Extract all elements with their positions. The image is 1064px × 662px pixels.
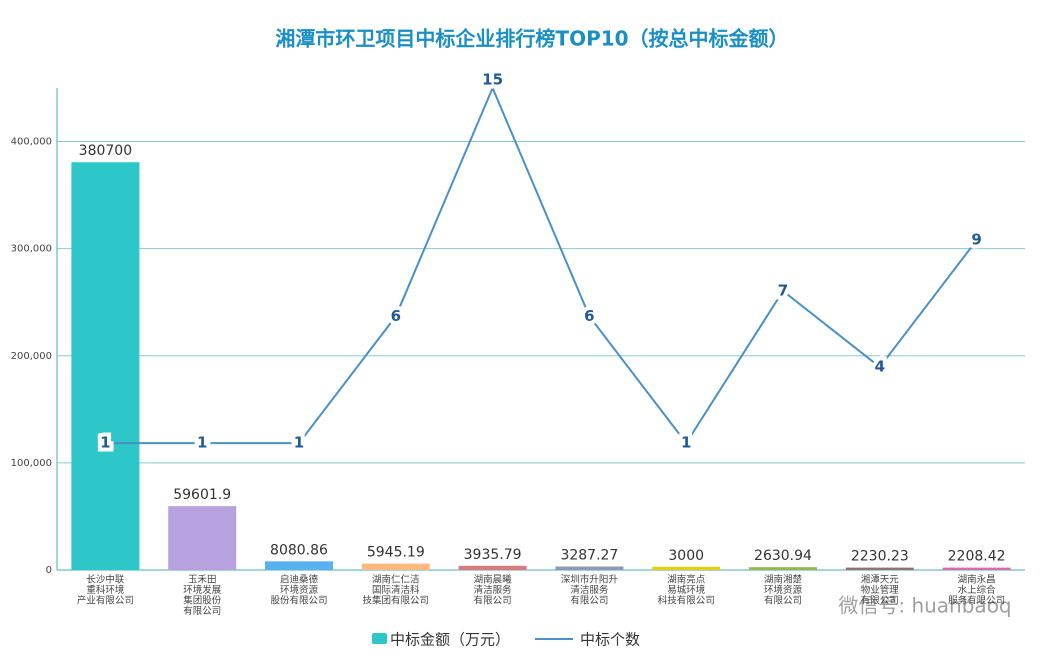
bar-value-label: 8080.86	[270, 542, 328, 558]
line-value-label: 1	[197, 434, 207, 452]
x-tick-label: 湖南湘楚	[764, 574, 803, 586]
x-tick-label: 有限公司	[183, 605, 221, 617]
y-tick-label: 100,000	[11, 458, 52, 469]
watermark: 微信号: huanbaoq	[838, 594, 1011, 618]
bar	[942, 567, 1011, 570]
bar-value-label: 3935.79	[464, 547, 522, 563]
x-tick-label: 有限公司	[474, 595, 512, 607]
legend-label: 中标金额（万元）	[390, 631, 510, 649]
line-value-label: 9	[971, 231, 981, 249]
x-tick-label: 服务有限公司	[948, 595, 1005, 607]
x-tick-label: 清洁服务	[474, 584, 513, 596]
bar-value-label: 2208.42	[948, 549, 1006, 565]
x-tick-label: 湖南亮点	[667, 574, 706, 586]
x-tick-label: 重科环境	[86, 584, 125, 596]
line-value-label: 1	[681, 434, 691, 452]
bar-value-label: 2230.23	[851, 549, 909, 565]
bar-value-label: 2630.94	[754, 548, 812, 564]
x-tick-label: 湖南永昌	[958, 574, 996, 586]
x-tick-label: 环境资源	[280, 584, 319, 596]
bar-value-label: 3000	[668, 548, 704, 564]
bar	[652, 566, 721, 570]
bar	[749, 567, 817, 570]
bar-value-label: 59601.9	[173, 487, 231, 503]
x-tick-label: 集团股份	[183, 595, 222, 607]
x-tick-label: 环境资源	[764, 584, 803, 596]
x-tick-label: 环境发展	[183, 584, 222, 596]
line-value-label: 4	[875, 358, 885, 376]
bar	[265, 561, 333, 570]
x-tick-label: 湖南仁仁洁	[372, 574, 420, 586]
x-tick-label: 国际清洁科	[372, 584, 420, 596]
x-tick-label: 股份有限公司	[270, 595, 327, 607]
x-tick-label: 湖南晨曦	[474, 574, 513, 586]
x-tick-label: 有限公司	[764, 595, 802, 607]
line-value-label: 1	[100, 434, 110, 452]
bar-value-label: 3287.27	[560, 547, 618, 563]
line-value-label: 6	[584, 307, 594, 325]
bar	[458, 565, 527, 570]
y-tick-label: 400,000	[11, 137, 52, 148]
y-tick-label: 300,000	[11, 244, 52, 255]
line-value-label: 6	[391, 307, 401, 325]
x-tick-label: 湘潭天元	[861, 574, 900, 586]
x-tick-label: 技集团有限公司	[363, 595, 430, 607]
x-tick-label: 水上综合	[958, 584, 997, 596]
y-tick-label: 0	[46, 565, 52, 576]
line-value-label: 15	[482, 71, 503, 89]
x-tick-label: 科技有限公司	[658, 595, 715, 607]
bar	[845, 567, 914, 570]
y-tick-label: 200,000	[11, 351, 52, 362]
bar	[555, 566, 624, 570]
x-tick-label: 物业管理	[861, 584, 900, 596]
line	[105, 85, 978, 445]
legend-swatch	[372, 633, 387, 644]
x-tick-label: 产业有限公司	[77, 595, 134, 607]
x-tick-label: 有限公司	[570, 595, 608, 607]
line-value-label: 1	[294, 434, 304, 452]
bar	[168, 506, 237, 570]
bar-value-label: 5945.19	[367, 545, 425, 561]
x-tick-label: 清洁服务	[570, 584, 609, 596]
legend-label: 中标个数	[580, 631, 640, 649]
bar-value-label: 380700	[79, 143, 132, 159]
x-tick-label: 启迪桑德	[280, 574, 319, 586]
line-value-label: 7	[778, 281, 788, 299]
bar	[361, 563, 430, 570]
chart-title: 湘潭市环卫项目中标企业排行榜TOP10（按总中标金额）	[275, 27, 788, 51]
bar	[71, 162, 140, 570]
x-tick-label: 深圳市升阳升	[561, 574, 619, 586]
x-tick-label: 长沙中联	[86, 574, 125, 586]
x-tick-label: 玉禾田	[188, 575, 217, 586]
x-tick-label: 易城环境	[667, 584, 706, 596]
x-tick-label: 有限公司	[861, 595, 899, 607]
